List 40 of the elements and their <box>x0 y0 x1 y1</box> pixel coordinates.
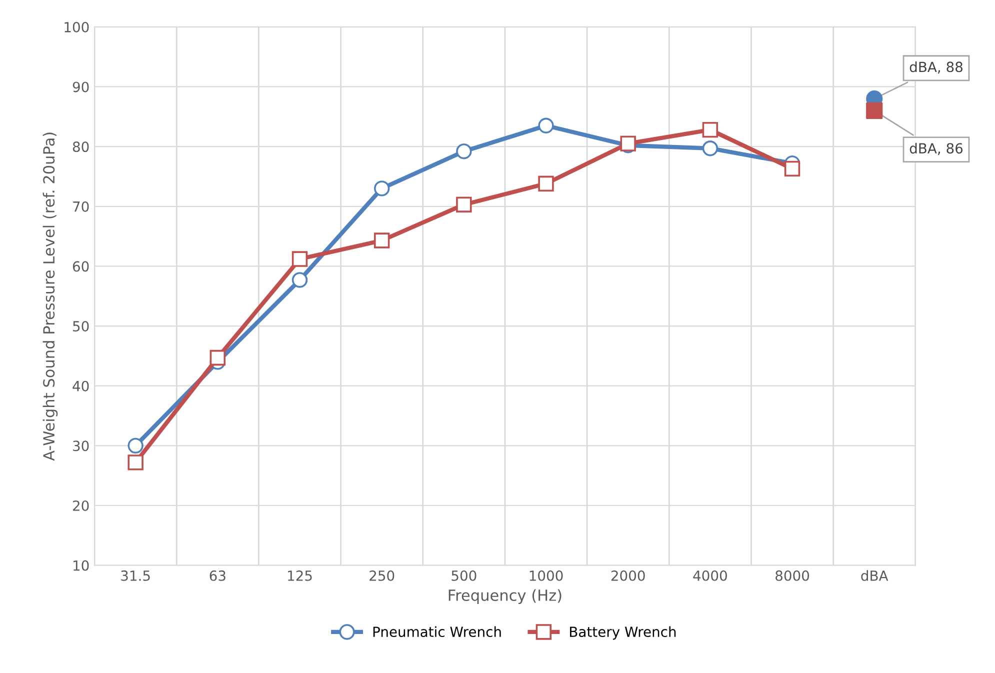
x-tick-label: 63 <box>210 570 226 581</box>
legend-label: Battery Wrench <box>570 626 676 640</box>
y-tick-label: 10 <box>74 560 89 571</box>
point <box>538 176 554 192</box>
point <box>374 180 390 196</box>
y-tick-label: 40 <box>72 380 89 392</box>
x-axis-title: Frequency (Hz) <box>448 589 562 604</box>
point <box>702 122 718 138</box>
y-tick-label: 60 <box>72 261 89 272</box>
point <box>292 251 308 267</box>
y-axis-title: A-Weight Sound Pressure Level (ref. 20uPa) <box>42 132 58 461</box>
x-tick-label: 500 <box>452 570 476 581</box>
point <box>538 118 554 134</box>
x-tick-label: 2000 <box>611 570 645 581</box>
x-tick-label: dBA <box>861 570 888 581</box>
data-label: dBA, 86 <box>910 142 963 156</box>
x-tick-label: 4000 <box>693 570 727 581</box>
x-tick-label: 31.5 <box>121 570 150 581</box>
y-tick-label: 50 <box>73 321 89 332</box>
point <box>784 160 800 177</box>
point <box>456 144 472 160</box>
point <box>456 196 472 212</box>
x-tick-label: 8000 <box>776 570 810 581</box>
y-tick-label: 70 <box>73 201 89 212</box>
point <box>210 350 226 366</box>
y-tick-label: 90 <box>72 82 89 92</box>
point <box>292 272 308 288</box>
point <box>128 438 144 454</box>
point <box>374 232 390 248</box>
y-tick-label: 100 <box>64 22 89 32</box>
x-tick-label: 250 <box>370 570 394 581</box>
legend-label: Pneumatic Wrench <box>373 626 501 638</box>
x-tick-label: 1000 <box>530 570 563 581</box>
point <box>128 454 144 470</box>
y-tick-label: 80 <box>72 142 89 152</box>
x-tick-label: 125 <box>288 570 312 581</box>
data-label: dBA, 88 <box>910 61 962 74</box>
point <box>702 140 718 156</box>
y-tick-label: 20 <box>73 500 89 511</box>
y-tick-label: 30 <box>73 440 89 452</box>
